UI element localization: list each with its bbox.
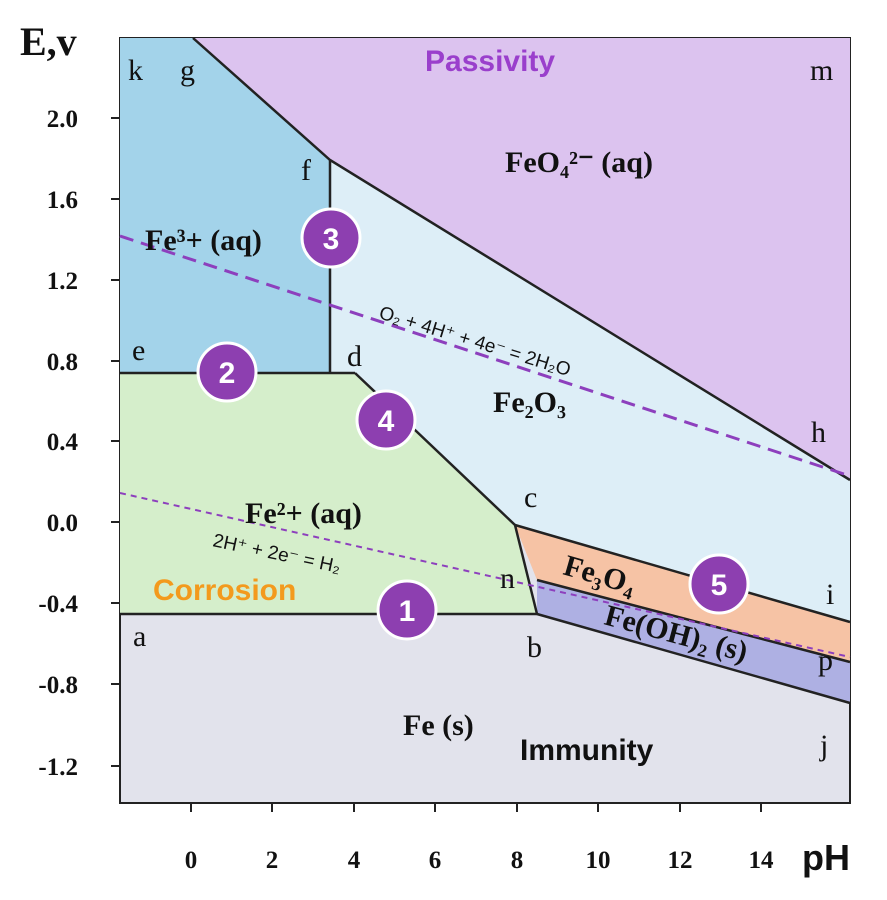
x-tick-label: 12 [668, 847, 693, 874]
y-tick-label: 0.4 [47, 429, 79, 456]
species-fe3: Fe³+ (aq) [145, 224, 262, 257]
y-tick-label: 0.8 [47, 349, 78, 376]
species-fe2o3: Fe₂O₃ [493, 386, 566, 419]
hydrogen-line [119, 492, 851, 658]
y-tick-label: -1.2 [38, 754, 78, 781]
point-label-a: a [133, 620, 146, 653]
fe2-region [120, 373, 537, 614]
point-label-j: j [819, 729, 828, 762]
passivity-label: Passivity [425, 45, 555, 78]
passivity-region [193, 38, 850, 480]
point-label-b: b [527, 631, 542, 664]
point-label-i: i [826, 578, 834, 611]
x-tick-label: 0 [185, 847, 198, 874]
marker-2: 2 [196, 341, 258, 403]
x-tick-label: 8 [511, 847, 524, 874]
svg-text:1: 1 [399, 595, 416, 628]
point-label-c: c [524, 481, 537, 514]
x-tick-label: 14 [749, 847, 775, 874]
x-axis: 0 2 4 6 8 10 12 14 pH [185, 803, 850, 878]
species-feo4: FeO₄²⁻ (aq) [505, 146, 653, 179]
numbered-markers: 1 2 3 4 5 [196, 207, 750, 641]
y-tick-label: 2.0 [47, 106, 78, 133]
marker-3: 3 [300, 207, 362, 269]
y-axis-title: E,v [20, 19, 77, 64]
y-tick-label: -0.8 [38, 672, 78, 699]
boundary-b-j [536, 612, 851, 705]
marker-1: 1 [376, 579, 438, 641]
x-tick-label: 10 [586, 847, 611, 874]
fe3o4-region [515, 525, 850, 662]
oxygen-line [119, 234, 851, 478]
point-label-f: f [301, 154, 311, 187]
species-fe: Fe (s) [403, 709, 474, 742]
y-tick-label: -0.4 [38, 591, 78, 618]
point-label-h: h [811, 416, 826, 449]
x-tick-label: 2 [266, 847, 279, 874]
point-labels: k g m f e d h c n i a b p j [128, 54, 834, 762]
svg-text:3: 3 [323, 223, 340, 256]
boundary-c-i [514, 523, 851, 624]
point-label-k: k [128, 54, 143, 87]
species-fe2: Fe²+ (aq) [245, 497, 362, 530]
marker-5: 5 [688, 553, 750, 615]
x-tick-label: 4 [348, 847, 361, 874]
y-axis: 2.0 1.6 1.2 0.8 0.4 0.0 -0.4 -0.8 -1.2 E… [20, 19, 120, 781]
y-tick-label: 1.6 [47, 187, 78, 214]
point-label-d: d [347, 340, 362, 373]
y-tick-label: 0.0 [47, 510, 78, 537]
svg-text:2: 2 [219, 357, 236, 390]
point-label-p: p [818, 644, 833, 677]
y-tick-label: 1.2 [47, 268, 78, 295]
x-axis-title: pH [802, 837, 850, 878]
point-label-n: n [500, 562, 515, 595]
x-tick-label: 6 [429, 847, 442, 874]
immunity-label: Immunity [520, 734, 654, 767]
feoh2-region [537, 580, 850, 703]
point-label-e: e [132, 334, 145, 367]
regions [119, 37, 851, 804]
corrosion-label: Corrosion [153, 574, 296, 607]
point-label-m: m [810, 54, 833, 87]
point-label-g: g [180, 54, 195, 87]
marker-4: 4 [355, 389, 417, 451]
svg-text:5: 5 [711, 569, 728, 602]
svg-text:4: 4 [378, 405, 395, 438]
